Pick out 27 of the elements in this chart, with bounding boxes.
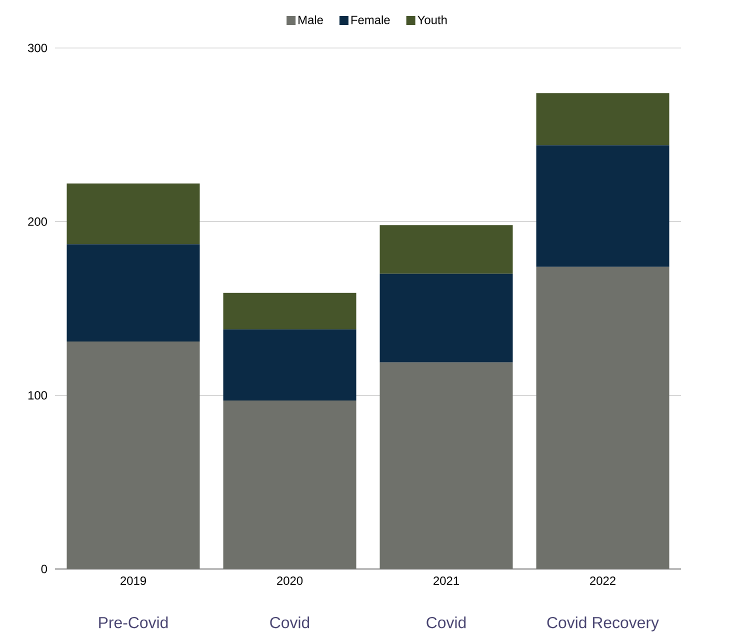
text: Covid — [270, 616, 310, 628]
bar — [66, 341, 200, 569]
text: Covid — [426, 616, 466, 628]
bar — [380, 362, 513, 569]
legend-label: Female — [351, 15, 390, 24]
bar — [66, 183, 200, 244]
y-tick-label: 100 — [28, 391, 48, 400]
legend-label: Male — [298, 15, 323, 24]
y-tick-label: 200 — [28, 217, 48, 226]
y-tick-label: 0 — [41, 564, 48, 574]
x-tick-label: 2020 — [277, 576, 303, 585]
bar — [223, 400, 356, 569]
y-tick-label: 300 — [28, 44, 48, 52]
legend-label: Youth — [418, 15, 447, 24]
bar — [536, 145, 670, 267]
bar — [223, 292, 356, 330]
bar — [380, 274, 513, 362]
bar — [536, 266, 670, 569]
bar — [380, 225, 513, 274]
text: Covid Recovery — [547, 616, 659, 632]
x-tick-label: 2021 — [434, 576, 459, 585]
bar — [536, 93, 670, 146]
x-tick-label: 2022 — [590, 576, 616, 585]
bar — [66, 244, 200, 342]
bar — [223, 329, 356, 401]
x-tick-label: 2019 — [120, 576, 146, 585]
text: Pre-Covid — [99, 616, 168, 628]
